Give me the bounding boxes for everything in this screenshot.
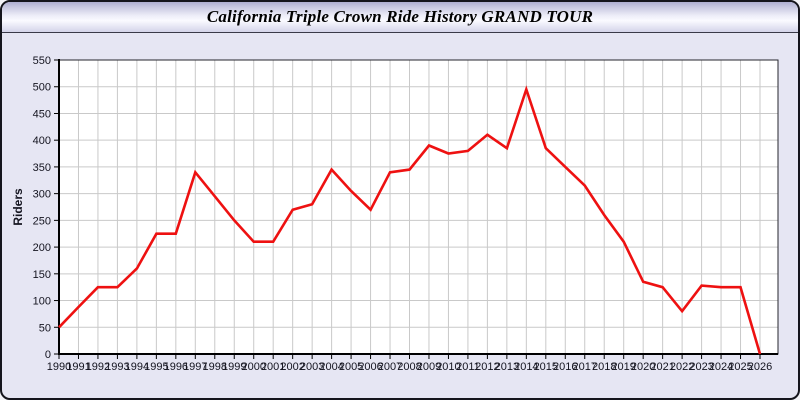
x-tick-label: 1998 xyxy=(203,361,227,373)
x-tick-label: 2016 xyxy=(553,361,577,373)
y-tick-label: 50 xyxy=(39,322,51,334)
x-tick-label: 1999 xyxy=(222,361,246,373)
x-tick-label: 2022 xyxy=(670,361,694,373)
x-tick-label: 2020 xyxy=(631,361,655,373)
x-tick-label: 2001 xyxy=(261,361,285,373)
x-tick-label: 1991 xyxy=(66,361,90,373)
y-tick-label: 200 xyxy=(33,242,51,254)
x-tick-label: 1994 xyxy=(125,361,149,373)
x-tick-label: 2019 xyxy=(611,361,635,373)
chart-title: California Triple Crown Ride History GRA… xyxy=(206,7,594,26)
x-tick-label: 2015 xyxy=(534,361,558,373)
x-tick-label: 2008 xyxy=(397,361,421,373)
y-tick-label: 500 xyxy=(33,82,51,94)
axes xyxy=(58,59,778,355)
y-tick-label: 450 xyxy=(33,108,51,120)
x-tick-label: 2003 xyxy=(300,361,324,373)
x-tick-label: 2017 xyxy=(573,361,597,373)
x-tick-label: 2024 xyxy=(709,361,733,373)
x-tick-label: 2007 xyxy=(378,361,402,373)
y-tick-label: 250 xyxy=(33,215,51,227)
x-tick-label: 2025 xyxy=(728,361,752,373)
x-tick-label: 2010 xyxy=(436,361,460,373)
x-tick-label: 2018 xyxy=(592,361,616,373)
x-tick-label: 1993 xyxy=(105,361,129,373)
x-tick-label: 2000 xyxy=(241,361,265,373)
riders-line xyxy=(58,85,762,355)
x-tick-label: 2006 xyxy=(358,361,382,373)
x-tick-label: 1995 xyxy=(144,361,168,373)
y-tick-label: 350 xyxy=(33,162,51,174)
x-tick-label: 1992 xyxy=(86,361,110,373)
x-tick-label: 2009 xyxy=(417,361,441,373)
x-tick-label: 2023 xyxy=(689,361,713,373)
x-tick-label: 2005 xyxy=(339,361,363,373)
x-tick-label: 2013 xyxy=(495,361,519,373)
y-tick-label: 300 xyxy=(33,189,51,201)
y-tick-label: 550 xyxy=(33,55,51,67)
x-tick-labels: 1990199119921993199419951996199719981999… xyxy=(47,361,772,373)
y-tick-labels: 0 50 100 150 200 250 300 350 400 450 500 550 xyxy=(33,55,51,361)
x-tick-label: 2004 xyxy=(319,361,343,373)
y-tick-label: 400 xyxy=(33,135,51,147)
y-tick-label: 0 xyxy=(45,349,51,361)
gridlines xyxy=(59,60,778,354)
x-tick-label: 1997 xyxy=(183,361,207,373)
x-tick-label: 2026 xyxy=(748,361,772,373)
x-tick-label: 2011 xyxy=(456,361,480,373)
x-tick-label: 2012 xyxy=(475,361,499,373)
x-tick-label: 2002 xyxy=(280,361,304,373)
y-axis-title: Riders xyxy=(11,188,25,226)
x-tick-label: 1996 xyxy=(164,361,188,373)
x-tick-label: 2021 xyxy=(650,361,674,373)
x-tick-label: 2014 xyxy=(514,361,538,373)
y-tick-label: 100 xyxy=(33,296,51,308)
plot-area xyxy=(59,60,778,354)
y-tick-label: 150 xyxy=(33,269,51,281)
title-bar: California Triple Crown Ride History GRA… xyxy=(2,2,798,33)
x-tick-label: 1990 xyxy=(47,361,71,373)
